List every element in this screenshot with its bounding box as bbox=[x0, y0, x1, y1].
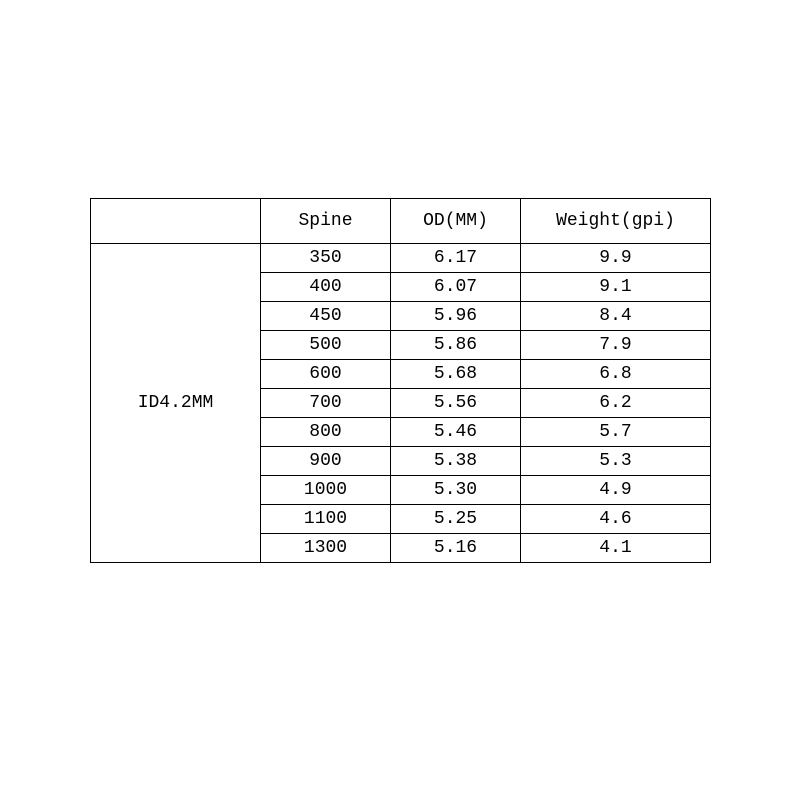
cell-od: 5.46 bbox=[391, 417, 521, 446]
cell-od: 6.17 bbox=[391, 243, 521, 272]
cell-spine: 700 bbox=[261, 388, 391, 417]
cell-od: 5.96 bbox=[391, 301, 521, 330]
cell-od: 5.30 bbox=[391, 475, 521, 504]
cell-weight: 5.7 bbox=[521, 417, 711, 446]
table-header-row: Spine OD(MM) Weight(gpi) bbox=[91, 198, 711, 243]
cell-spine: 450 bbox=[261, 301, 391, 330]
cell-od: 5.25 bbox=[391, 504, 521, 533]
cell-spine: 1100 bbox=[261, 504, 391, 533]
cell-weight: 6.2 bbox=[521, 388, 711, 417]
cell-weight: 4.1 bbox=[521, 533, 711, 562]
cell-spine: 800 bbox=[261, 417, 391, 446]
cell-od: 6.07 bbox=[391, 272, 521, 301]
spec-table-container: Spine OD(MM) Weight(gpi) ID4.2MM 350 6.1… bbox=[90, 198, 710, 563]
spec-table: Spine OD(MM) Weight(gpi) ID4.2MM 350 6.1… bbox=[90, 198, 711, 563]
cell-spine: 900 bbox=[261, 446, 391, 475]
cell-od: 5.68 bbox=[391, 359, 521, 388]
table-row: ID4.2MM 350 6.17 9.9 bbox=[91, 243, 711, 272]
cell-spine: 1300 bbox=[261, 533, 391, 562]
cell-od: 5.16 bbox=[391, 533, 521, 562]
row-group-label: ID4.2MM bbox=[91, 243, 261, 562]
cell-spine: 350 bbox=[261, 243, 391, 272]
table-body: ID4.2MM 350 6.17 9.9 400 6.07 9.1 450 5.… bbox=[91, 243, 711, 562]
cell-spine: 600 bbox=[261, 359, 391, 388]
cell-spine: 500 bbox=[261, 330, 391, 359]
cell-weight: 4.9 bbox=[521, 475, 711, 504]
col-header-spine: Spine bbox=[261, 198, 391, 243]
cell-od: 5.38 bbox=[391, 446, 521, 475]
col-header-weight: Weight(gpi) bbox=[521, 198, 711, 243]
cell-od: 5.56 bbox=[391, 388, 521, 417]
cell-spine: 400 bbox=[261, 272, 391, 301]
cell-weight: 6.8 bbox=[521, 359, 711, 388]
cell-weight: 7.9 bbox=[521, 330, 711, 359]
cell-weight: 4.6 bbox=[521, 504, 711, 533]
cell-od: 5.86 bbox=[391, 330, 521, 359]
cell-spine: 1000 bbox=[261, 475, 391, 504]
cell-weight: 9.9 bbox=[521, 243, 711, 272]
col-header-id bbox=[91, 198, 261, 243]
table-header: Spine OD(MM) Weight(gpi) bbox=[91, 198, 711, 243]
cell-weight: 5.3 bbox=[521, 446, 711, 475]
cell-weight: 8.4 bbox=[521, 301, 711, 330]
cell-weight: 9.1 bbox=[521, 272, 711, 301]
col-header-od: OD(MM) bbox=[391, 198, 521, 243]
